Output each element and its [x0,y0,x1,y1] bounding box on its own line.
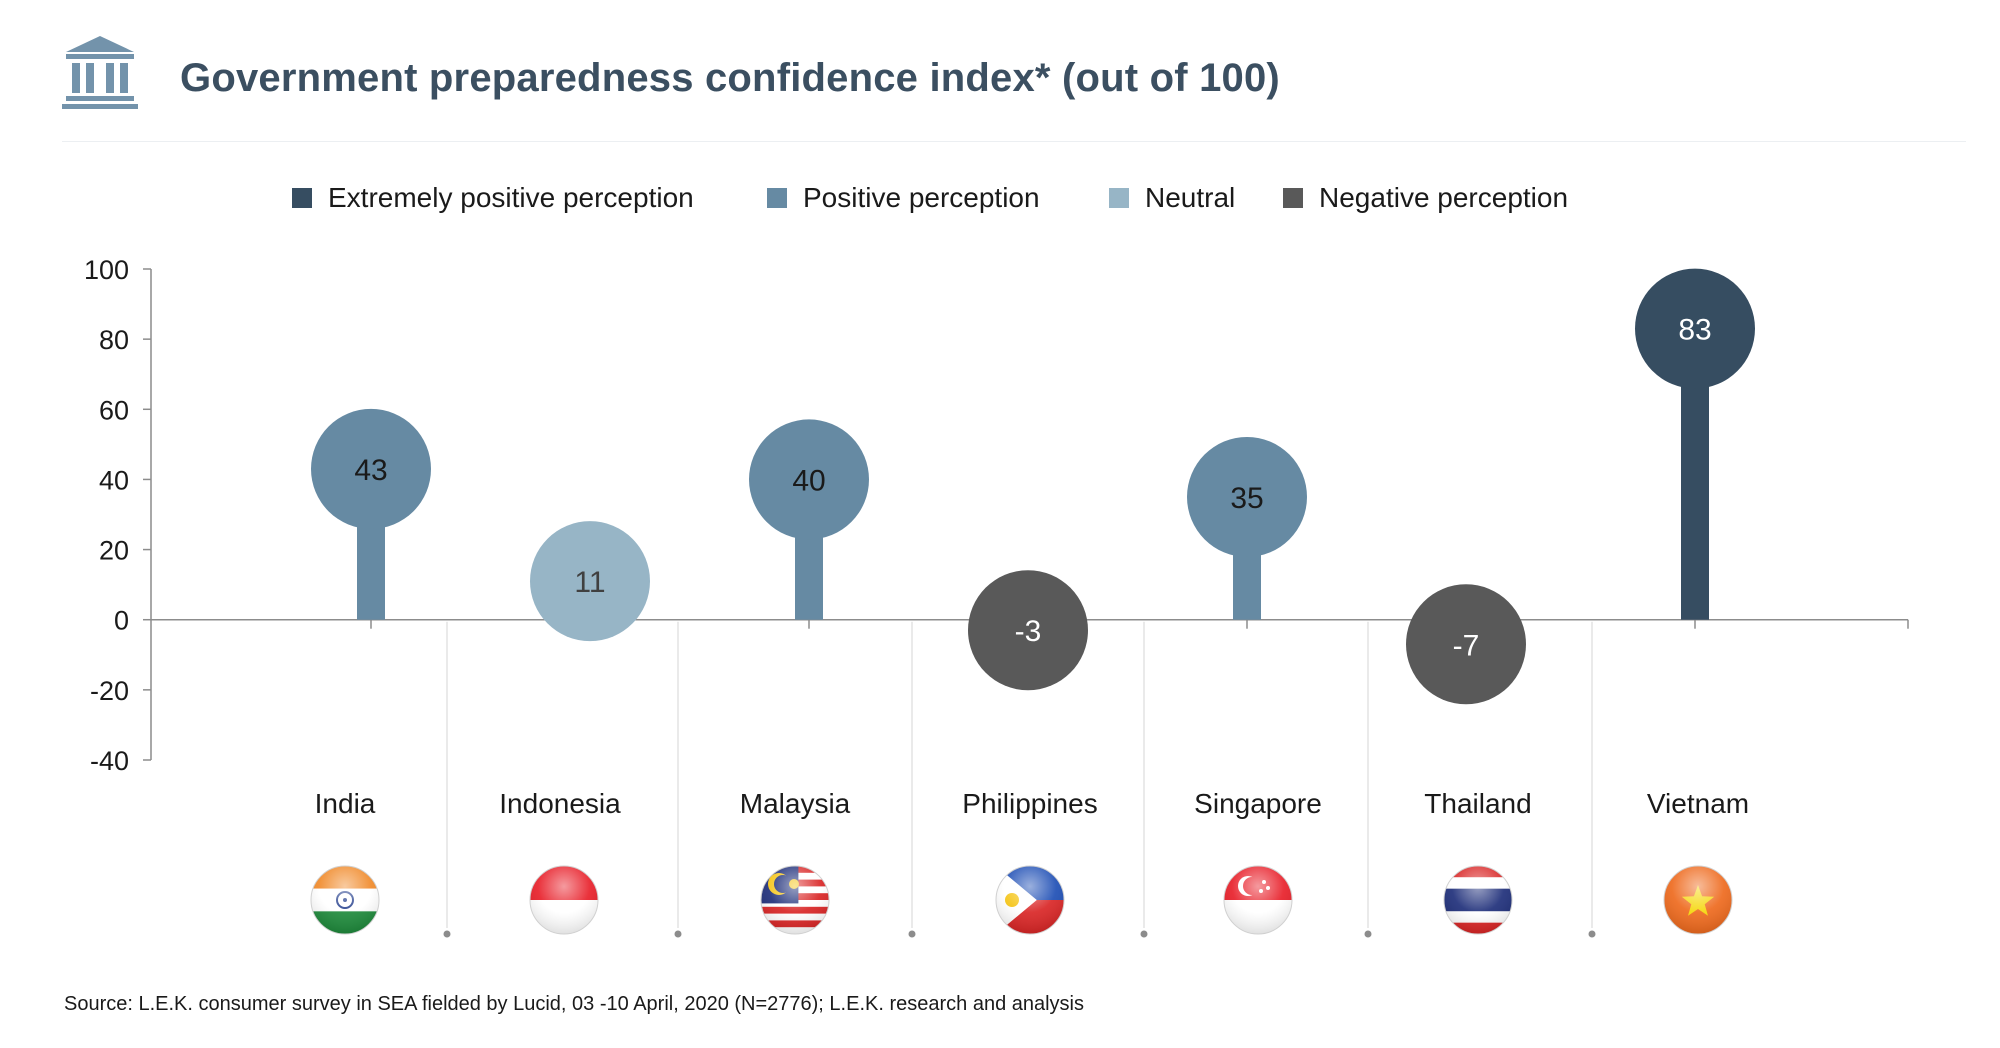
legend-item-extremely-positive: Extremely positive perception [292,178,694,218]
data-label: -7 [1453,629,1480,662]
legend-label: Extremely positive perception [328,182,694,213]
category-divider-dot [1364,930,1372,938]
indonesia-flag-icon [529,865,599,935]
category-divider-dot [674,930,682,938]
category-label: Vietnam [1647,788,1749,819]
data-label: 43 [354,454,387,487]
y-tick-label: 40 [99,465,129,495]
singapore-flag-icon [1223,865,1293,935]
legend-swatch [767,188,787,208]
chart-legend: Extremely positive perception Positive p… [0,178,2000,218]
category-label: Philippines [962,788,1097,819]
y-tick-label: 0 [114,606,129,636]
data-point-bubble [968,570,1088,691]
data-point-bubble [311,408,431,529]
data-point-bubble [749,419,869,540]
y-tick-label: 60 [99,395,129,425]
malaysia-flag-icon [760,865,830,935]
category-divider-dot [443,930,451,938]
category-label: India [315,788,376,819]
india-flag-icon [310,865,380,935]
category-label: Thailand [1424,788,1531,819]
category-divider-dot [1140,930,1148,938]
data-point-bubble [1187,436,1307,557]
legend-item-negative: Negative perception [1283,178,1568,218]
legend-label: Positive perception [803,182,1040,213]
category-divider-dot [908,930,916,938]
legend-item-neutral: Neutral [1109,178,1235,218]
legend-label: Neutral [1145,182,1236,213]
philippines-flag-icon [995,865,1065,935]
data-point-bubble [530,521,650,642]
legend-swatch [1283,188,1303,208]
data-label: -3 [1015,615,1042,648]
government-building-icon [62,36,138,109]
data-label: 83 [1678,314,1711,347]
legend-swatch [1109,188,1129,208]
data-label: 40 [792,464,825,497]
y-tick-label: -40 [90,746,129,776]
y-tick-label: 20 [99,536,129,566]
data-label: 11 [574,566,605,599]
vietnam-flag-icon [1663,865,1733,935]
data-label: 35 [1230,482,1263,515]
category-label: Singapore [1194,788,1322,819]
data-point-bubble [1406,584,1526,705]
legend-swatch [292,188,312,208]
legend-item-positive: Positive perception [767,178,1040,218]
y-tick-label: 100 [84,255,129,285]
page-title: Government preparedness confidence index… [180,56,1280,100]
category-divider-dot [1588,930,1596,938]
source-note: Source: L.E.K. consumer survey in SEA fi… [64,993,1084,1015]
y-tick-label: -20 [90,676,129,706]
legend-label: Negative perception [1319,182,1569,213]
title-divider [62,141,1966,142]
category-label: Malaysia [740,788,851,819]
data-point-bubble [1635,268,1755,389]
category-label: Indonesia [499,788,621,819]
thailand-flag-icon [1443,865,1513,935]
y-tick-label: 80 [99,325,129,355]
